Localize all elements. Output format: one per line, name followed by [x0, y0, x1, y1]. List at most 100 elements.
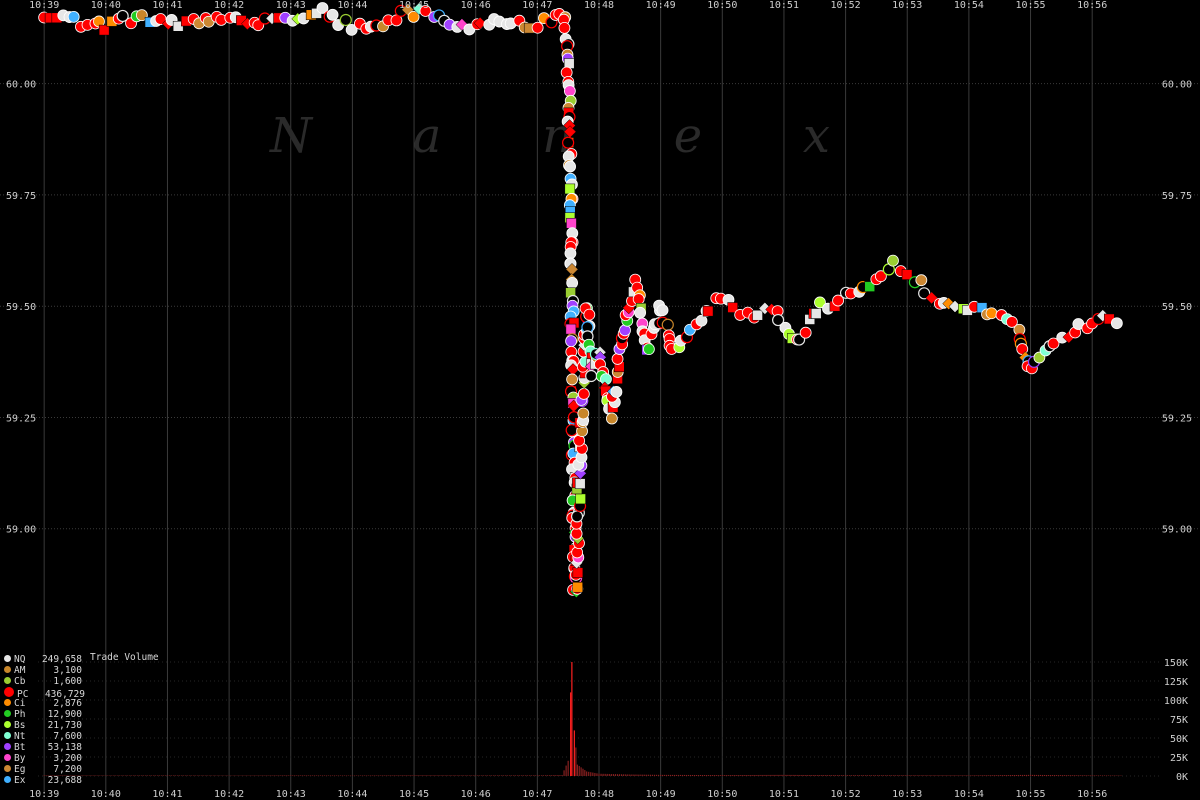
trade-marker	[915, 274, 928, 287]
legend-swatch	[4, 687, 14, 697]
trade-marker	[570, 527, 583, 540]
trade-marker	[772, 313, 785, 327]
trade-marker	[656, 304, 669, 317]
time-tick-label-top: 10:52	[831, 0, 861, 11]
volume-tick-label: 0K	[1176, 772, 1188, 783]
legend-code: NQ	[14, 654, 26, 665]
trade-marker	[583, 308, 596, 321]
legend-swatch	[4, 776, 11, 783]
time-tick-label-top: 10:46	[461, 0, 491, 11]
price-tick-label-left: 60.00	[6, 80, 36, 91]
trade-marker	[419, 5, 432, 17]
time-tick-label-bottom: 10:52	[831, 789, 861, 800]
trade-marker	[661, 318, 674, 331]
time-tick-label-top: 10:55	[1015, 0, 1045, 11]
legend-volume: 3,100	[53, 665, 82, 676]
price-tick-label-left: 59.75	[6, 191, 36, 202]
trade-marker	[925, 291, 938, 305]
volume-bars	[43, 662, 1122, 776]
legend-swatch	[4, 710, 11, 717]
legend-code: PC	[17, 689, 29, 700]
trade-marker	[407, 11, 420, 23]
legend-entry-pc: PC 436,729	[4, 687, 85, 700]
trade-marker	[473, 16, 487, 30]
time-tick-label-bottom: 10:41	[152, 789, 182, 800]
trade-marker	[799, 326, 812, 339]
trade-marker	[564, 160, 576, 173]
time-tick-label-bottom: 10:50	[707, 789, 737, 800]
legend-entry-ph: Ph 12,900	[4, 709, 85, 720]
trade-marker	[565, 335, 577, 348]
legend-volume: 7,600	[53, 731, 82, 742]
time-tick-label-top: 10:50	[707, 0, 737, 11]
legend-entry-am: AM 3,100	[4, 665, 85, 676]
time-tick-label-top: 10:41	[152, 0, 182, 11]
time-tick-label-top: 10:40	[91, 0, 121, 11]
trade-marker	[574, 478, 586, 489]
time-tick-label-bottom: 10:55	[1015, 789, 1045, 800]
trade-marker	[67, 10, 80, 23]
trade-marker	[642, 343, 655, 356]
legend-code: Cb	[14, 676, 26, 687]
time-tick-label-bottom: 10:44	[337, 789, 367, 800]
trade-marker	[98, 24, 110, 36]
legend-volume: 1,600	[53, 676, 82, 687]
legend-volume: 7,200	[53, 764, 82, 775]
legend-swatch	[4, 765, 11, 772]
legend-swatch	[4, 732, 11, 739]
trade-marker	[887, 254, 899, 267]
time-tick-label-bottom: 10:47	[522, 789, 552, 800]
time-tick-label-bottom: 10:53	[892, 789, 922, 800]
time-tick-label-top: 10:44	[337, 0, 367, 11]
trade-marker	[566, 217, 577, 229]
time-tick-label-top: 10:39	[29, 0, 59, 11]
trade-markers	[38, 2, 1123, 599]
trade-marker	[345, 23, 358, 36]
legend-code: Bs	[14, 720, 26, 731]
trade-marker	[752, 309, 763, 321]
trade-marker	[810, 308, 822, 319]
legend-code: Nt	[14, 731, 26, 742]
trade-marker	[901, 269, 913, 280]
price-tick-label-right: 59.00	[1162, 525, 1192, 536]
legend-volume: 2,876	[53, 698, 82, 709]
trade-marker	[135, 9, 148, 22]
trade-marker	[634, 306, 647, 319]
legend-volume: 53,138	[47, 742, 82, 753]
legend-entry-bs: Bs 21,730	[4, 720, 85, 731]
trade-marker	[563, 85, 576, 97]
time-tick-label-top: 10:47	[522, 0, 552, 11]
legend-volume: 3,200	[53, 753, 82, 764]
legend-code: Eg	[14, 764, 26, 775]
legend-swatch	[4, 743, 11, 750]
price-tick-label-left: 59.25	[6, 413, 36, 424]
trade-marker	[1047, 337, 1060, 350]
price-tick-label-right: 59.25	[1162, 413, 1192, 424]
watermark: N a n e x	[269, 108, 830, 164]
legend-entry-by: By 3,200	[4, 753, 85, 764]
trade-marker	[531, 21, 544, 34]
trade-marker	[611, 353, 624, 365]
trade-marker	[564, 183, 576, 195]
trade-marker	[116, 9, 129, 23]
axis-tick-labels: 10:39 10:39 10:40 10:40 10:41 10:41 10:42 10:42…	[6, 0, 1192, 800]
time-tick-label-bottom: 10:48	[584, 789, 614, 800]
price-tick-label-right: 59.50	[1162, 302, 1192, 313]
legend-code: AM	[14, 665, 26, 676]
trade-marker	[632, 293, 645, 305]
trade-marker	[572, 567, 584, 578]
trade-marker	[570, 510, 584, 523]
time-tick-label-bottom: 10:40	[91, 789, 121, 800]
volume-tick-label: 100K	[1164, 696, 1188, 707]
time-tick-label-top: 10:51	[769, 0, 799, 11]
volume-tick-label: 75K	[1170, 715, 1188, 726]
trade-marker	[575, 493, 586, 505]
trade-marker	[326, 8, 339, 21]
legend-volume: 23,688	[47, 775, 82, 786]
time-tick-label-bottom: 10:46	[461, 789, 491, 800]
time-tick-label-bottom: 10:43	[276, 789, 306, 800]
trade-marker	[727, 302, 738, 313]
time-tick-label-bottom: 10:51	[769, 789, 799, 800]
time-tick-label-bottom: 10:54	[954, 789, 984, 800]
